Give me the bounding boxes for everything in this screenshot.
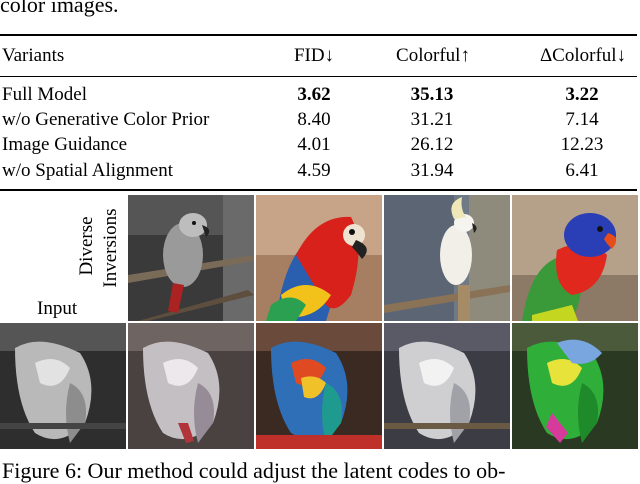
col-header-delta-colorful: ΔColorful↓ [539, 45, 627, 66]
colorful-value: 31.21 [410, 109, 454, 130]
inversion-image-gray-parrot [128, 195, 254, 321]
fid-value: 8.40 [297, 109, 331, 130]
delta-colorful-value: 7.14 [565, 109, 599, 130]
variant-name: w/o Generative Color Prior [2, 109, 210, 130]
col-header-colorful: Colorful↑ [396, 45, 470, 66]
delta-colorful-value: 6.41 [565, 160, 599, 181]
fid-value: 4.01 [297, 134, 331, 155]
inversion-image-lorikeet [512, 195, 638, 321]
col-header-fid: FID↓ [293, 45, 335, 66]
output-image-gray [128, 323, 254, 449]
label-input: Input [37, 298, 78, 319]
variant-name: Full Model [2, 84, 87, 105]
table-top-rule [0, 34, 637, 36]
output-image-macaw [256, 323, 382, 449]
fid-value: 3.62 [297, 84, 331, 105]
output-image-lorikeet [512, 323, 638, 449]
delta-colorful-value: 12.23 [560, 134, 604, 155]
inversion-image-macaw [256, 195, 382, 321]
colorful-value: 31.94 [410, 160, 454, 181]
figure-caption-fragment: Figure 6: Our method could adjust the la… [2, 458, 506, 483]
colorful-value: 35.13 [410, 84, 454, 105]
label-diverse: Diverse [76, 216, 97, 276]
col-header-variants: Variants [2, 45, 65, 66]
colorful-value: 26.12 [410, 134, 454, 155]
table-bottom-rule [0, 189, 637, 191]
fid-value: 4.59 [297, 160, 331, 181]
input-image-grayscale [0, 323, 126, 449]
label-inversions: Inversions [100, 208, 121, 288]
preceding-text-fragment: color images. [0, 0, 119, 17]
variant-name: w/o Spatial Alignment [2, 160, 173, 181]
table-header-rule [0, 76, 637, 77]
inversion-image-cockatoo [384, 195, 510, 321]
delta-colorful-value: 3.22 [565, 84, 599, 105]
variant-name: Image Guidance [2, 134, 128, 155]
output-image-white [384, 323, 510, 449]
